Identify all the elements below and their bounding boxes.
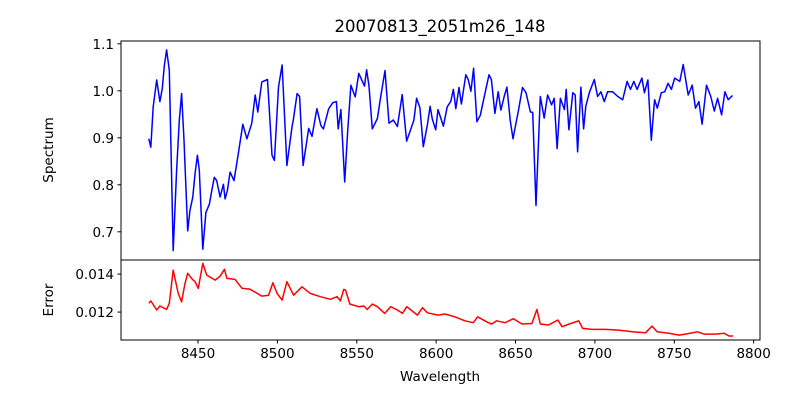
chart-title: 20070813_2051m26_148 [334, 17, 545, 37]
x-tick-label: 8500 [260, 346, 294, 362]
error-series-line [148, 262, 733, 337]
x-tick-label: 8750 [657, 346, 691, 362]
x-tick-label: 8450 [181, 346, 215, 362]
error-y-tick-label: 0.012 [75, 305, 114, 321]
spectrum-y-tick-label: 0.8 [93, 178, 114, 194]
spectrum-series-line [148, 49, 734, 252]
x-tick-label: 8600 [419, 346, 453, 362]
spectrum-y-axis-label: Spectrum [41, 117, 57, 182]
spectrum-y-tick-label: 0.9 [93, 131, 114, 147]
error-axes: 0.012 0.014 8450 8500 8550 8600 8650 8700 8750 88… [75, 259, 771, 362]
x-tick-label: 8700 [578, 346, 612, 362]
x-tick-label: 8550 [340, 346, 374, 362]
spectrum-y-tick-label: 0.7 [93, 225, 114, 241]
spectrum-y-tick-label: 1.1 [93, 37, 114, 53]
error-y-tick-label: 0.014 [75, 267, 114, 283]
x-axis-label: Wavelength [400, 369, 480, 385]
error-y-axis-label: Error [41, 283, 57, 316]
error-axes-frame [120, 259, 761, 341]
spectrum-y-tick-label: 1.0 [93, 84, 114, 100]
x-tick-label: 8650 [498, 346, 532, 362]
x-tick-label: 8800 [736, 346, 770, 362]
